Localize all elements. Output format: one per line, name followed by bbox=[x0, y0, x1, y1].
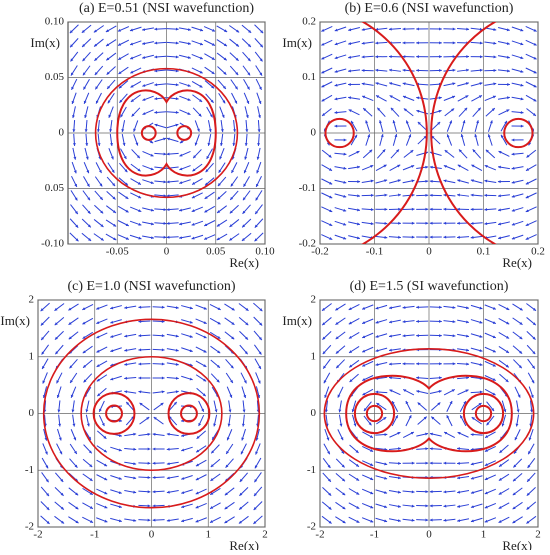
x-tick-label: 0 bbox=[426, 246, 432, 258]
x-tick-label: 0 bbox=[426, 529, 432, 541]
x-tick-label: -2 bbox=[33, 529, 42, 541]
y-axis-label: Im(x) bbox=[282, 313, 312, 328]
panel-title: (d) E=1.5 (SI wavefunction) bbox=[350, 279, 509, 294]
y-tick-label: -0.1 bbox=[299, 182, 316, 194]
x-tick-label: 2 bbox=[535, 529, 541, 541]
x-tick-label: 0.05 bbox=[206, 246, 226, 258]
y-tick-label: -0.2 bbox=[299, 238, 316, 250]
y-tick-label: -1 bbox=[25, 464, 34, 476]
x-tick-label: 0 bbox=[149, 529, 155, 541]
x-axis-label: Re(x) bbox=[502, 255, 532, 270]
y-tick-label: 0.1 bbox=[302, 71, 316, 83]
x-tick-label: -0.05 bbox=[106, 246, 129, 258]
x-tick-label: 2 bbox=[262, 529, 268, 541]
y-axis-label: Im(x) bbox=[0, 313, 30, 328]
y-axis-label: Im(x) bbox=[282, 35, 312, 50]
y-tick-label: 0.05 bbox=[45, 71, 65, 83]
panel-title: (c) E=1.0 (NSI wavefunction) bbox=[67, 279, 235, 294]
y-tick-label: 0.10 bbox=[45, 16, 65, 28]
x-tick-label: 0.10 bbox=[255, 246, 275, 258]
x-tick-label: -1 bbox=[370, 529, 379, 541]
y-tick-label: 0.05 bbox=[45, 182, 65, 194]
y-tick-label: 0 bbox=[311, 407, 317, 419]
x-tick-label: 1 bbox=[206, 529, 212, 541]
y-tick-label: 0.2 bbox=[302, 16, 316, 28]
x-axis-label: Re(x) bbox=[502, 538, 532, 550]
y-tick-label: 0 bbox=[29, 407, 35, 419]
y-tick-label: 0 bbox=[59, 127, 65, 139]
x-tick-label: 0.2 bbox=[531, 246, 545, 258]
x-tick-label: 0.1 bbox=[477, 246, 491, 258]
y-tick-label: -2 bbox=[307, 521, 316, 533]
y-axis-label: Im(x) bbox=[30, 35, 60, 50]
x-tick-label: -2 bbox=[315, 529, 324, 541]
y-tick-label: 2 bbox=[29, 294, 35, 306]
y-tick-label: -0.10 bbox=[41, 238, 64, 250]
y-tick-label: -1 bbox=[307, 464, 316, 476]
x-tick-label: -1 bbox=[90, 529, 99, 541]
panel-title: (b) E=0.6 (NSI wavefunction) bbox=[345, 1, 514, 16]
x-tick-label: 0 bbox=[164, 246, 170, 258]
panel-title: (a) E=0.51 (NSI wavefunction) bbox=[79, 1, 254, 16]
y-tick-label: 1 bbox=[311, 350, 317, 362]
y-tick-label: 2 bbox=[311, 294, 317, 306]
y-tick-label: 1 bbox=[29, 350, 35, 362]
y-tick-label: 0 bbox=[311, 127, 317, 139]
x-axis-label: Re(x) bbox=[229, 538, 259, 550]
x-tick-label: -0.1 bbox=[366, 246, 383, 258]
y-tick-label: -2 bbox=[25, 521, 34, 533]
x-tick-label: 1 bbox=[481, 529, 487, 541]
